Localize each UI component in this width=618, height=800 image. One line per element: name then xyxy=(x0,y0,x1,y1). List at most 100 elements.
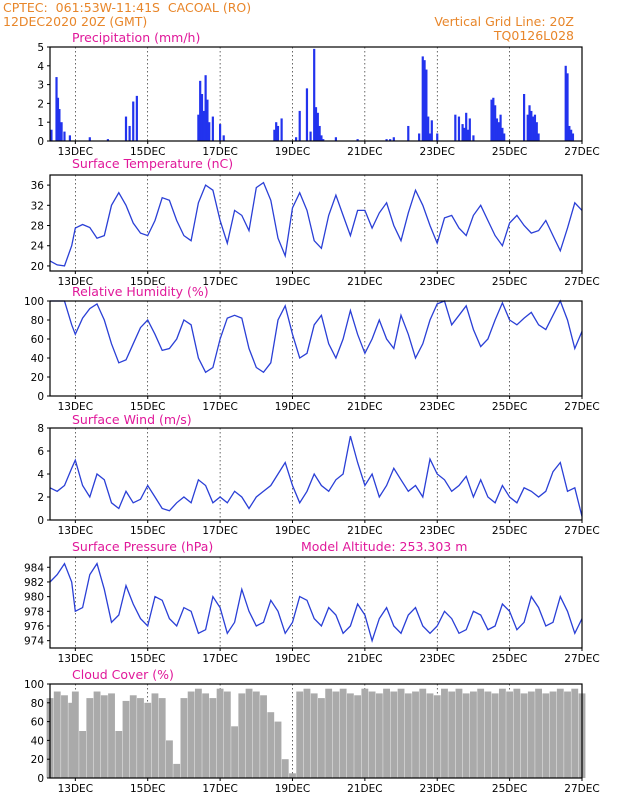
temperature-xtick-label: 23DEC xyxy=(420,276,455,288)
temperature-xtick-label: 27DEC xyxy=(564,276,599,288)
precip-bar xyxy=(566,73,569,141)
precip-bar xyxy=(533,114,537,141)
wind-xtick-label: 19DEC xyxy=(275,525,310,537)
cloud-cover-bar xyxy=(513,688,521,778)
cloud-cover-bar xyxy=(202,693,210,778)
pressure-ytick-label: 982 xyxy=(24,577,44,589)
wind-plot-frame xyxy=(49,427,583,521)
cloud-cover-bar xyxy=(166,740,173,778)
pressure-xtick-label: 19DEC xyxy=(275,653,310,665)
precip-bar xyxy=(200,94,204,141)
cloud-xtick-label: 15DEC xyxy=(130,783,165,795)
precip-bar xyxy=(58,109,61,141)
precip-bar xyxy=(135,95,138,141)
cloud-ytick-label: 80 xyxy=(31,698,44,710)
precipitation-ytick-label: 2 xyxy=(37,98,44,110)
wind-ytick-label: 8 xyxy=(37,423,44,435)
precip-bar xyxy=(571,133,575,141)
precip-bar xyxy=(132,101,135,141)
humidity-xtick-label: 25DEC xyxy=(492,401,527,413)
precip-bar xyxy=(356,139,359,141)
pressure-xtick-label: 25DEC xyxy=(492,653,527,665)
cloud-cover-bar xyxy=(506,691,514,778)
precip-bar xyxy=(468,118,471,141)
wind-xtick-label: 15DEC xyxy=(130,525,165,537)
temperature-ytick-label: 20 xyxy=(31,261,44,273)
wind-ytick-label: 2 xyxy=(37,492,44,504)
pressure-ytick-label: 974 xyxy=(24,636,44,648)
cloud-cover-bar xyxy=(470,691,477,778)
humidity-ytick-label: 40 xyxy=(31,353,44,365)
cloud-cover-bar xyxy=(238,693,246,778)
precip-bar xyxy=(276,125,280,141)
precip-bar xyxy=(492,97,495,141)
cloud-cover-bar xyxy=(274,721,282,778)
pressure-plot-frame xyxy=(49,556,583,649)
temperature-ytick-label: 32 xyxy=(31,200,44,212)
cloud-cover-bar xyxy=(310,693,318,778)
cloud-cover-bar xyxy=(535,688,542,778)
precip-bar xyxy=(204,75,207,141)
precip-bar xyxy=(495,118,499,141)
precipitation-ytick-label: 4 xyxy=(37,61,44,73)
precipitation-xtick-label: 23DEC xyxy=(420,146,455,158)
precipitation-ytick-label: 1 xyxy=(37,117,44,129)
precipitation-xtick-label: 25DEC xyxy=(492,146,527,158)
cloud-cover-bar xyxy=(122,700,130,778)
cloud-cover-bar xyxy=(448,691,456,778)
temperature-xtick-label: 21DEC xyxy=(347,276,382,288)
wind-series-line xyxy=(49,435,583,517)
precip-bar xyxy=(568,125,571,141)
pressure-ytick-label: 984 xyxy=(24,562,44,574)
cloud-ytick-label: 60 xyxy=(31,717,44,729)
pressure-ytick-label: 978 xyxy=(24,606,44,618)
precip-bar xyxy=(465,112,468,141)
humidity-xtick-label: 21DEC xyxy=(347,401,382,413)
temperature-xtick-label: 19DEC xyxy=(275,276,310,288)
cloud-cover-bar xyxy=(346,693,354,778)
humidity-xtick-label: 27DEC xyxy=(564,401,599,413)
precip-bar xyxy=(497,122,500,141)
wind-ytick-label: 6 xyxy=(37,446,44,458)
cloud-cover-bar xyxy=(404,693,412,778)
cloud-cover-bar xyxy=(209,698,217,778)
cloud-cover-bar xyxy=(100,695,108,778)
cloud-cover-bar xyxy=(216,688,224,778)
wind-xtick-label: 27DEC xyxy=(564,525,599,537)
pressure-ytick-label: 976 xyxy=(24,621,44,633)
precip-bar xyxy=(124,116,128,141)
precip-bar xyxy=(530,110,533,141)
pressure-ytick-label: 980 xyxy=(24,592,44,604)
cloud-cover-bar xyxy=(108,693,115,778)
cloud-cover-bar xyxy=(412,691,419,778)
precip-bar xyxy=(425,69,428,141)
precip-bar xyxy=(208,122,211,141)
pressure-xtick-label: 23DEC xyxy=(420,653,455,665)
cloud-cover-bar xyxy=(115,731,123,778)
precip-bar xyxy=(385,139,388,141)
humidity-series-line xyxy=(50,299,583,374)
precipitation-ytick-label: 3 xyxy=(37,80,44,92)
cloud-cover-bar xyxy=(462,693,470,778)
precip-bar xyxy=(418,133,421,141)
wind-xtick-label: 17DEC xyxy=(202,525,237,537)
precipitation-xtick-label: 21DEC xyxy=(347,146,382,158)
humidity-xtick-label: 15DEC xyxy=(130,401,165,413)
precip-bar xyxy=(280,118,283,141)
precip-bar xyxy=(88,137,91,141)
cloud-cover-bar xyxy=(542,693,550,778)
precip-bar xyxy=(318,125,321,141)
precip-bar xyxy=(222,135,225,141)
precip-bar xyxy=(494,105,497,141)
precip-bar xyxy=(202,110,205,141)
humidity-ytick-label: 80 xyxy=(31,315,44,327)
precip-bar xyxy=(454,114,457,141)
cloud-cover-bar xyxy=(158,698,166,778)
cloud-cover-bar xyxy=(245,688,253,778)
wind-xtick-label: 25DEC xyxy=(492,525,527,537)
cloud-cover-bar xyxy=(187,691,195,778)
precip-bar xyxy=(63,131,66,141)
precip-bar xyxy=(294,137,298,141)
cloud-xtick-label: 17DEC xyxy=(202,783,237,795)
station-header: CPTEC: 061:53W-11:41S CACOAL (RO) xyxy=(3,0,252,15)
